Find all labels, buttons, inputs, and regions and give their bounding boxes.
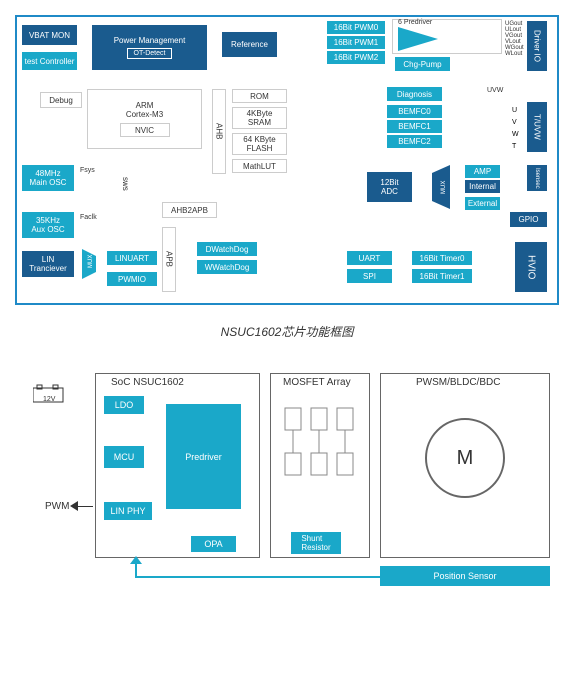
adc: 12Bit ADC [367,172,412,202]
timer1: 16Bit Timer1 [412,269,472,283]
predriver-6: 6 Predriver [392,19,502,54]
shunt-resistor: Shunt Resistor [291,532,341,554]
mosfet-title: MOSFET Array [283,377,351,388]
fsys-label: Fsys [80,167,95,174]
opa: OPA [191,536,236,552]
diagnosis: Diagnosis [387,87,442,101]
ahb-bus: AHB [212,89,226,174]
mosfet-symbols-icon [283,403,358,493]
debug: Debug [40,92,82,108]
vbat-mon: VBAT MON [22,25,77,45]
uart: UART [347,251,392,265]
isensec: Isensec [527,165,547,191]
main-osc: 48MHz Main OSC [22,165,74,191]
feedback-arrow-icon [130,556,142,564]
predriver-outputs: UGout ULout VGout VLout WGout WLout [505,21,524,57]
chg-pump: Chg-Pump [395,57,450,71]
arm-label: ARM Cortex-M3 [126,101,163,119]
pwm0: 16Bit PWM0 [327,21,385,34]
test-controller: test Controller [22,52,77,70]
pwr-mgmt-label: Power Management [114,36,186,45]
sws-label: sws [121,177,130,193]
mathlut: MathLUT [232,159,287,173]
soc-title: SoC NSUC1602 [111,377,184,388]
sram: 4KByte SRAM [232,107,287,129]
v12-label: 12V [43,396,55,403]
arm-box: Debug ARM Cortex-M3 NVIC [87,89,202,149]
nvic: NVIC [120,123,170,137]
ahb2apb: AHB2APB [162,202,217,218]
bemfc1: BEMFC1 [387,120,442,133]
amp: AMP [465,165,500,178]
feedback-h [135,576,380,578]
driver-io: Driver IO [527,21,547,71]
flash: 64 KByte FLASH [232,133,287,155]
rom: ROM [232,89,287,103]
uvw-label: UVW [487,87,503,94]
gpio: GPIO [510,212,547,227]
mcu: MCU [104,446,144,468]
motor-circle: M [425,418,505,498]
linuart: LINUART [107,251,157,265]
block-diagram-1: VBAT MON test Controller Power Managemen… [15,15,559,305]
reference: Reference [222,32,277,57]
pwm1: 16Bit PWM1 [327,36,385,49]
linphy: LIN PHY [104,502,152,520]
pwm2: 16Bit PWM2 [327,51,385,64]
block-diagram-2: 12V SoC NSUC1602 LDO MCU LIN PHY Predriv… [15,358,559,593]
external: External [465,197,500,210]
predriver: Predriver [166,404,241,509]
pwm-label: PWM [45,501,69,512]
soc-box: SoC NSUC1602 LDO MCU LIN PHY Predriver O… [95,373,260,558]
predriver-triangle-icon [398,25,498,53]
uvwt-list: U V W T [512,105,519,153]
motor-letter: M [457,447,474,470]
pwm-arrow-icon [70,501,78,511]
bemfc0: BEMFC0 [387,105,442,118]
pwmio: PWMIO [107,272,157,286]
ot-detect: OT-Detect [127,48,173,59]
mux-icon: MUX [82,249,100,279]
aux-osc: 35KHz Aux OSC [22,212,74,238]
power-mgmt: Power Management OT-Detect [92,25,207,70]
dwatchdog: DWatchDog [197,242,257,256]
apb-bus: APB [162,227,176,292]
diagram-caption: NSUC1602芯片功能框图 [15,323,559,340]
lin-transceiver: LIN Tranciever [22,251,74,277]
timer0: 16Bit Timer0 [412,251,472,265]
internal: Internal [465,180,500,193]
bemfc2: BEMFC2 [387,135,442,148]
svg-text:MUX: MUX [441,181,447,194]
wwatchdog: WWatchDog [197,260,257,274]
motor-title: PWSM/BLDC/BDC [416,377,500,388]
tuvw: T/UVW [527,102,547,152]
hvio: HVIO [515,242,547,292]
position-sensor: Position Sensor [380,566,550,586]
faclk-label: Faclk [80,214,97,221]
ldo: LDO [104,396,144,414]
mux2-icon: MUX [432,165,452,209]
spi: SPI [347,269,392,283]
svg-text:MUX: MUX [88,255,94,268]
